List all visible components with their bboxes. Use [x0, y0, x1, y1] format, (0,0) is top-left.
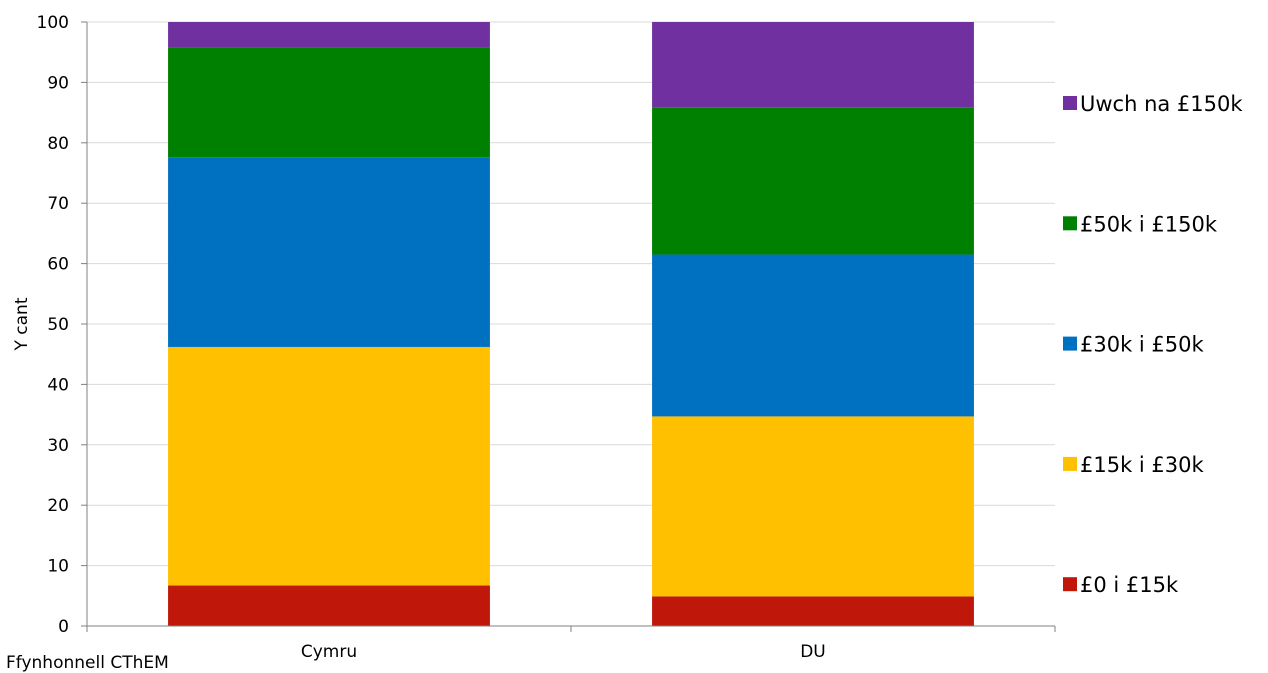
y-tick-label: 30 — [47, 436, 69, 456]
legend-item: Uwch na £150k — [1063, 92, 1243, 116]
y-tick-label: 50 — [47, 315, 69, 335]
legend-swatch — [1063, 456, 1077, 471]
y-tick-label: 40 — [47, 375, 69, 395]
legend-swatch — [1063, 336, 1077, 351]
legend-item: £15k i £30k — [1063, 453, 1205, 477]
y-axis-title: Y cant — [12, 297, 32, 351]
y-tick-label: 10 — [47, 557, 69, 577]
legend-label: £15k i £30k — [1080, 453, 1205, 477]
bar-segment — [168, 22, 490, 48]
x-category-label: Cymru — [301, 642, 357, 662]
legend-swatch — [1063, 96, 1077, 110]
bar-segment — [168, 346, 490, 586]
bar-segment — [652, 254, 974, 417]
bar-segment — [652, 416, 974, 597]
y-tick-labels: 0 10 20 30 40 50 60 70 80 90 100 — [37, 13, 87, 637]
x-category-label: DU — [800, 642, 826, 662]
legend-label: Uwch na £150k — [1080, 92, 1243, 116]
source-note: Ffynhonnell CThEM — [6, 653, 169, 673]
y-tick-label: 100 — [37, 13, 69, 33]
legend-item: £50k i £150k — [1063, 212, 1218, 236]
bar-segment — [168, 47, 490, 158]
x-category-labels: Cymru DU — [86, 626, 1056, 662]
legend-label: £50k i £150k — [1080, 212, 1218, 236]
y-tick-label: 20 — [47, 496, 69, 516]
bar-segment — [652, 22, 974, 108]
y-tick-label: 0 — [58, 617, 69, 637]
bars — [168, 22, 974, 626]
legend-label: £0 i £15k — [1080, 573, 1179, 597]
y-tick-label: 90 — [47, 73, 69, 93]
bar-segment — [652, 107, 974, 255]
legend: Uwch na £150k £50k i £150k £30k i £50k £15k… — [1063, 92, 1243, 597]
bar-segment — [168, 585, 490, 626]
y-tick-label: 80 — [47, 134, 69, 154]
bar-segment — [652, 596, 974, 626]
legend-item: £30k i £50k — [1063, 333, 1205, 357]
legend-swatch — [1063, 216, 1077, 231]
legend-label: £30k i £50k — [1080, 333, 1205, 357]
bar-segment — [168, 157, 490, 347]
legend-item: £0 i £15k — [1063, 573, 1179, 597]
y-tick-label: 70 — [47, 194, 69, 214]
legend-swatch — [1063, 577, 1077, 592]
y-tick-label: 60 — [47, 255, 69, 275]
